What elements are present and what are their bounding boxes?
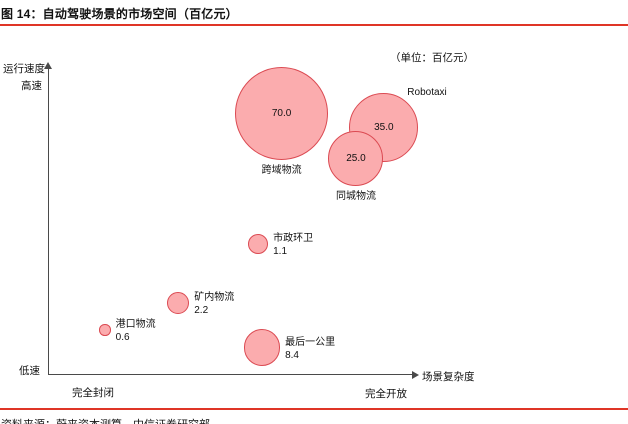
bubble-value: 35.0	[374, 121, 394, 133]
bubble-label-name: 港口物流	[115, 318, 156, 330]
bubble-label: 市政环卫 1.1	[273, 232, 313, 258]
chart-bubble: 25.0	[328, 130, 384, 186]
y-axis-title: 运行速度	[3, 63, 45, 75]
chart-bubble	[167, 291, 190, 314]
footer-rule	[0, 408, 628, 410]
unit-note: （单位：百亿元）	[390, 52, 474, 64]
bubble-label: Robotaxi	[407, 87, 447, 99]
chart-bubble	[243, 329, 281, 366]
bubble-label-name: 最后一公里	[285, 336, 336, 348]
bubble-label: 矿内物流 2.2	[194, 291, 234, 317]
chart-bubble	[99, 324, 111, 336]
chart-bubble: 70.0	[235, 66, 329, 160]
bubble-label-value: 1.1	[273, 245, 288, 257]
bubble-label: 同城物流	[335, 190, 376, 202]
y-axis-line	[48, 68, 49, 375]
bubble-label-value: 0.6	[115, 331, 130, 343]
figure-title: 图 14：自动驾驶场景的市场空间（百亿元）	[1, 7, 238, 21]
bubble-label: 港口物流 0.6	[116, 318, 156, 344]
bubble-value: 70.0	[271, 107, 292, 119]
bubble-label: 跨域物流	[261, 164, 302, 176]
bubble-label-name: 市政环卫	[273, 232, 314, 244]
bubble-label-name: 矿内物流	[194, 291, 235, 303]
x-axis-left-label: 完全封闭	[72, 387, 114, 399]
bubble-label-value: 8.4	[285, 349, 299, 361]
y-axis-low-label: 低速	[19, 365, 40, 377]
bubble-value: 25.0	[346, 152, 366, 164]
chart-bubble	[248, 233, 269, 254]
bubble-label: 最后一公里 8.4	[285, 336, 335, 362]
x-axis-right-label: 完全开放	[365, 388, 407, 400]
y-axis-high-label: 高速	[21, 80, 42, 92]
source-note: 资料来源：蔚来资本测算，中信证券研究部	[1, 416, 210, 424]
header-rule	[0, 24, 628, 26]
bubble-label-value: 2.2	[194, 304, 209, 316]
x-axis-line	[48, 374, 413, 375]
y-axis-arrow-icon	[44, 62, 52, 69]
x-axis-arrow-icon	[412, 371, 419, 379]
x-axis-title: 场景复杂度	[422, 371, 475, 383]
